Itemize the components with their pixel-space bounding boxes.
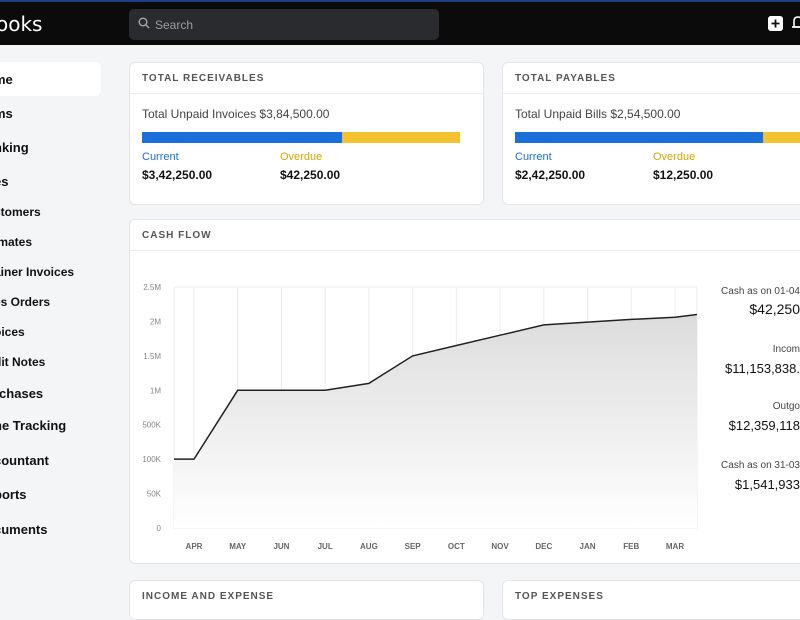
x-tick-label: JUL <box>318 542 333 551</box>
y-tick-label: 1M <box>150 386 161 395</box>
sidebar-item-label: cuments <box>0 521 48 537</box>
x-tick-label: OCT <box>448 542 465 551</box>
cash-end-value: $1,541,933 <box>734 477 800 492</box>
cashflow-title: CASH FLOW <box>142 230 212 241</box>
x-tick-label: MAR <box>666 542 684 551</box>
sidebar-item-estimates[interactable]: imates <box>0 227 101 257</box>
y-tick-label: 2M <box>150 317 161 326</box>
receivables-current-label[interactable]: Current <box>142 151 179 163</box>
sidebar-item-label: es <box>0 173 9 189</box>
top-expenses-card: TOP EXPENSES <box>502 580 800 620</box>
top-expenses-title: TOP EXPENSES <box>515 591 604 602</box>
sidebar-item-label: ms <box>0 105 13 121</box>
divider <box>503 93 800 94</box>
sidebar-item-label: countant <box>0 452 49 468</box>
income-expense-title: INCOME AND EXPENSE <box>142 591 275 602</box>
sidebar-item-sales[interactable]: es <box>0 164 101 198</box>
x-tick-label: MAY <box>229 542 247 551</box>
sidebar-item-items[interactable]: ms <box>0 96 101 130</box>
y-tick-label: 50K <box>147 490 162 499</box>
income-label: Incom <box>772 344 800 355</box>
sidebar-item-banking[interactable]: nking <box>0 130 101 164</box>
cashflow-line <box>174 313 698 460</box>
payables-progress-bar[interactable] <box>515 132 800 143</box>
sidebar-item-label: imates <box>0 235 33 249</box>
payables-overdue-label[interactable]: Overdue <box>653 151 696 163</box>
income-expense-card: INCOME AND EXPENSE <box>129 580 484 620</box>
divider <box>130 250 800 251</box>
receivables-card: TOTAL RECEIVABLES Total Unpaid Invoices … <box>129 62 484 205</box>
sidebar-item-label: ne Tracking <box>0 417 67 433</box>
receivables-overdue-amount: $42,250.00 <box>280 168 341 182</box>
search-box[interactable] <box>129 9 439 40</box>
sidebar-item-label: nking <box>0 139 29 155</box>
payables-current-segment <box>515 132 763 143</box>
payables-current-amount: $2,42,250.00 <box>515 168 586 182</box>
x-tick-label: AUG <box>360 542 378 551</box>
sidebar-item-credit-notes[interactable]: dit Notes <box>0 347 101 377</box>
outgoing-label: Outgo <box>772 401 800 412</box>
cash-start-value: $42,250 <box>749 301 800 317</box>
divider <box>130 93 483 94</box>
payables-card: TOTAL PAYABLES Total Unpaid Bills $2,54,… <box>502 62 800 205</box>
sidebar-item-accountant[interactable]: countant <box>0 443 101 477</box>
sidebar-item-time-tracking[interactable]: ne Tracking <box>0 408 101 442</box>
receivables-current-amount: $3,42,250.00 <box>142 168 213 182</box>
sidebar-item-label: me <box>0 71 13 87</box>
x-tick-label: SEP <box>405 542 422 551</box>
x-tick-label: APR <box>186 542 203 551</box>
income-value: $11,153,838. <box>725 361 800 376</box>
y-tick-label: 2.5M <box>143 283 161 292</box>
receivables-current-segment <box>142 132 343 143</box>
outgoing-value: $12,359,118 <box>728 418 800 433</box>
payables-unpaid: Total Unpaid Bills $2,54,500.00 <box>515 107 681 121</box>
search-input[interactable] <box>155 9 425 40</box>
x-tick-label: JAN <box>580 542 596 551</box>
cash-start-label: Cash as on 01-04 <box>721 286 800 297</box>
sidebar-item-home[interactable]: me <box>0 62 101 96</box>
sidebar-item-label: oices <box>0 325 25 339</box>
app-brand[interactable]: ooks <box>0 12 43 36</box>
cashflow-card: CASH FLOW 0 50K 100K 500K 1M 1.5M 2M 2.5M APR MA… <box>129 219 800 564</box>
cashflow-chart[interactable]: 0 50K 100K 500K 1M 1.5M 2M 2.5M APR MAY JUN JUL AUG… <box>130 220 710 564</box>
x-tick-label: FEB <box>623 542 639 551</box>
sidebar-item-retainer-invoices[interactable]: ainer Invoices <box>0 257 101 287</box>
y-tick-label: 1.5M <box>143 352 161 361</box>
sidebar-item-purchases[interactable]: rchases <box>0 376 101 410</box>
y-tick-label: 100K <box>142 455 161 464</box>
sidebar-item-documents[interactable]: cuments <box>0 512 101 546</box>
x-tick-label: NOV <box>491 542 509 551</box>
receivables-unpaid: Total Unpaid Invoices $3,84,500.00 <box>142 107 330 121</box>
payables-current-label[interactable]: Current <box>515 151 552 163</box>
cashflow-area <box>174 314 697 528</box>
receivables-title: TOTAL RECEIVABLES <box>142 73 265 84</box>
search-icon <box>138 17 150 29</box>
x-tick-label: DEC <box>535 542 552 551</box>
x-tick-label: JUN <box>273 542 289 551</box>
top-bar: ooks <box>0 0 800 45</box>
sidebar-item-label: ports <box>0 486 27 502</box>
payables-overdue-amount: $12,250.00 <box>653 168 714 182</box>
notification-bell-icon[interactable] <box>792 15 800 31</box>
sidebar-item-label: rchases <box>0 385 44 401</box>
receivables-progress-bar[interactable] <box>142 132 460 143</box>
y-tick-label: 500K <box>142 421 161 430</box>
payables-overdue-segment <box>762 132 800 143</box>
add-new-icon[interactable] <box>768 16 783 31</box>
payables-title: TOTAL PAYABLES <box>515 73 616 84</box>
receivables-overdue-label[interactable]: Overdue <box>280 151 323 163</box>
sidebar-item-sales-orders[interactable]: es Orders <box>0 287 101 317</box>
sidebar-item-label: es Orders <box>0 295 51 309</box>
sidebar-item-label: ainer Invoices <box>0 265 75 279</box>
receivables-overdue-segment <box>342 132 460 143</box>
y-tick-label: 0 <box>157 524 162 533</box>
sidebar-item-label: dit Notes <box>0 355 46 369</box>
cash-end-label: Cash as on 31-03 <box>721 460 800 471</box>
sidebar-item-invoices[interactable]: oices <box>0 317 101 347</box>
sidebar-item-reports[interactable]: ports <box>0 477 101 511</box>
